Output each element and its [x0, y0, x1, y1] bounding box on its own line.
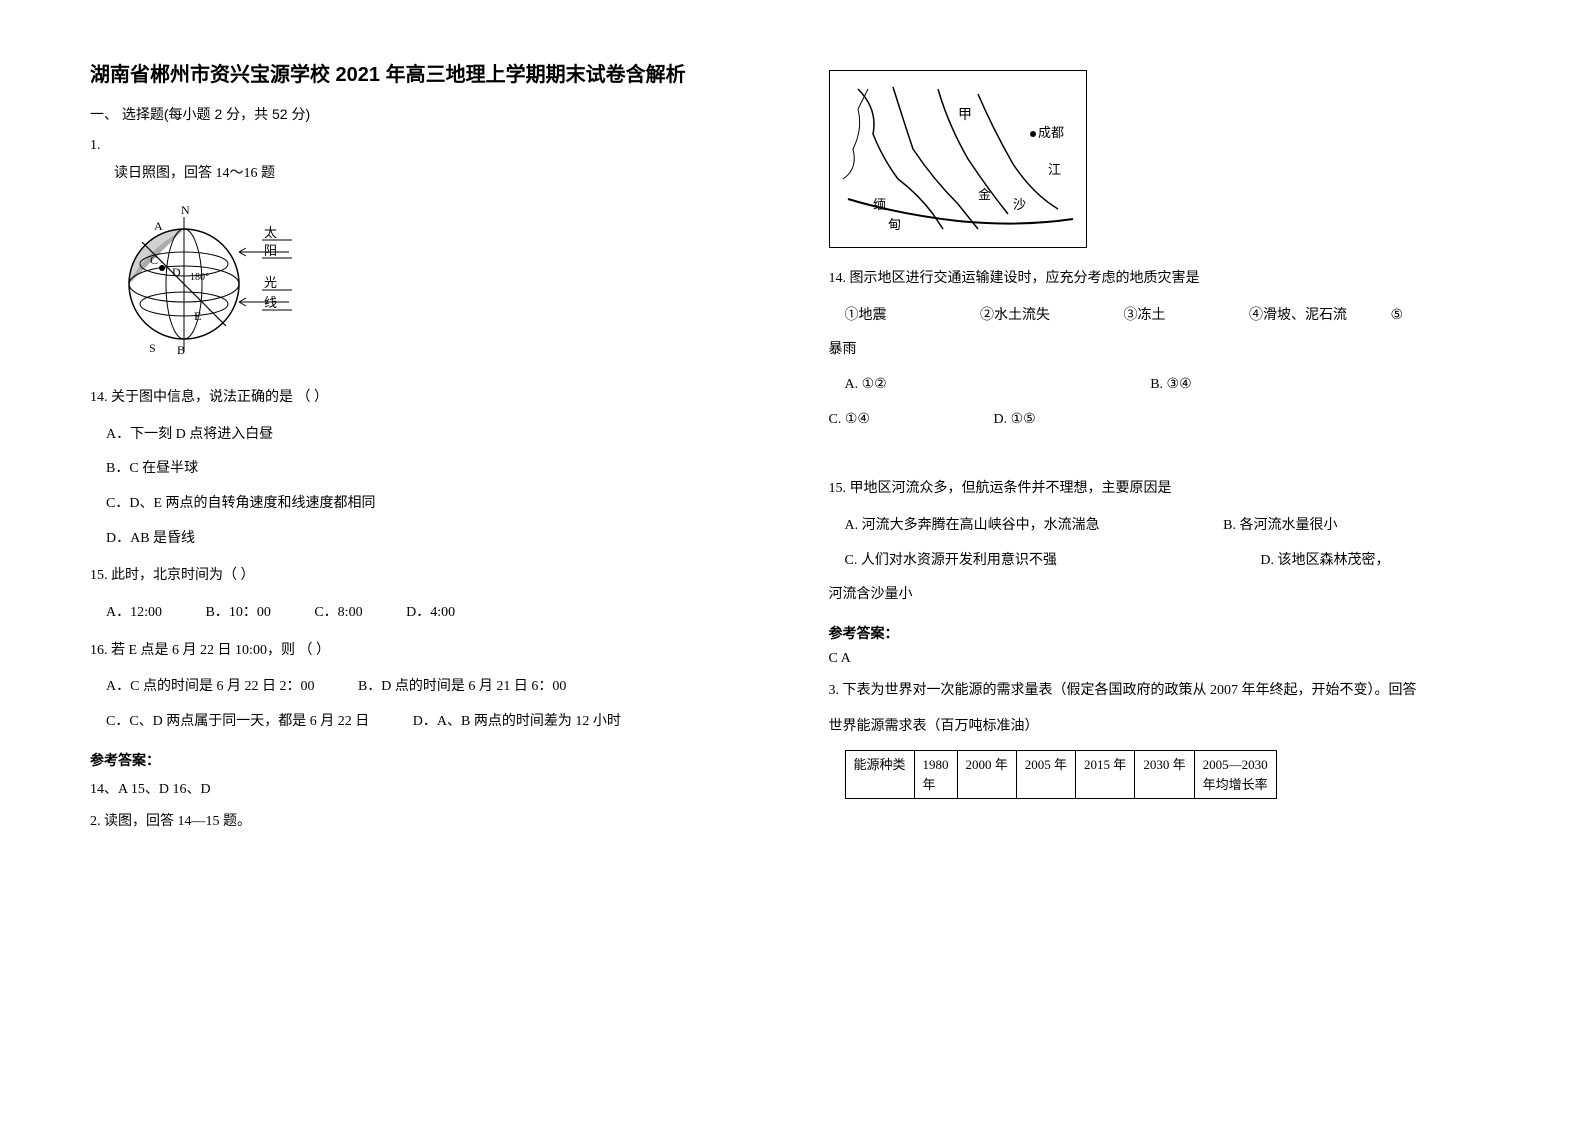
table-header-2005: 2005 年	[1016, 751, 1075, 799]
q2-14-opt-b: B. ③④	[1150, 372, 1191, 399]
globe-label-light1: 光	[264, 275, 277, 290]
q2-14-items: ①地震 ②水土流失 ③冻土 ④滑坡、泥石流 ⑤	[845, 303, 1508, 330]
map-figure: 甲 成都 江 金 沙 缅 甸	[829, 70, 1508, 253]
q2-answers: C A	[829, 651, 1508, 667]
table-header-1980: 1980 年	[914, 751, 957, 799]
q3-table-title: 世界能源需求表（百万吨标准油）	[829, 715, 1508, 739]
q2-14-item-3: ③冻土	[1124, 303, 1166, 330]
map-label-dian: 甸	[888, 217, 901, 232]
map-label-jin: 金	[978, 187, 991, 202]
globe-label-s: S	[149, 341, 156, 355]
q2-14-opts-row1: A. ①② B. ③④	[845, 372, 1508, 399]
globe-label-a: A	[154, 219, 163, 233]
q1-answers-heading: 参考答案：	[90, 750, 769, 770]
globe-figure: 太 阳 光 线 N A C D 180° E S B	[114, 192, 769, 372]
q2-14-item-1: ①地震	[845, 303, 887, 330]
q1-16-opt-d: D．A、B 两点的时间差为 12 小时	[413, 709, 621, 736]
q2-14-item-5-tail: 暴雨	[829, 337, 1508, 364]
globe-label-180: 180°	[190, 272, 209, 283]
q2-14-opt-d: D. ①⑤	[993, 407, 1035, 434]
q1-15-opt-a: A．12:00	[106, 600, 162, 627]
question-2-number: 2. 读图，回答 14—15 题。	[90, 810, 769, 834]
q1-16-opts-row1: A．C 点的时间是 6 月 22 日 2：00 B．D 点的时间是 6 月 21…	[106, 674, 769, 701]
question-1-instruction: 读日照图，回答 14～16 题	[114, 162, 769, 182]
map-label-chengdu: 成都	[1038, 125, 1064, 140]
exam-title: 湖南省郴州市资兴宝源学校 2021 年高三地理上学期期末试卷含解析	[90, 60, 769, 90]
q1-16-opts-row2: C．C、D 两点属于同一天，都是 6 月 22 日 D．A、B 两点的时间差为 …	[106, 709, 769, 736]
globe-label-b: B	[177, 343, 185, 357]
table-header-2000: 2000 年	[957, 751, 1016, 799]
q1-answers: 14、A 15、D 16、D	[90, 778, 769, 798]
q2-14-item-4: ④滑坡、泥石流	[1249, 303, 1347, 330]
globe-label-d: D	[172, 265, 181, 279]
q1-14-opt-b: B．C 在昼半球	[106, 456, 769, 483]
table-header-1980-b: 年	[923, 777, 936, 792]
q2-15-opt-d: D. 该地区森林茂密，	[1260, 548, 1389, 575]
table-header-2015: 2015 年	[1076, 751, 1135, 799]
globe-label-c: C	[150, 253, 158, 267]
globe-label-sun2: 阳	[264, 243, 277, 258]
table-row: 能源种类 1980 年 2000 年 2005 年 2015 年 2030 年 …	[845, 751, 1276, 799]
q2-14-opt-c: C. ①④	[829, 407, 870, 434]
q2-14-stem: 14. 图示地区进行交通运输建设时，应充分考虑的地质灾害是	[829, 267, 1508, 291]
q2-14-opt-a: A. ①②	[845, 372, 887, 399]
map-label-jiang: 江	[1048, 162, 1061, 177]
q2-14-item-5: ⑤	[1391, 308, 1404, 323]
globe-label-light2: 线	[264, 295, 277, 310]
q1-15-opt-c: C．8:00	[314, 600, 362, 627]
q1-16-opt-b: B．D 点的时间是 6 月 21 日 6：00	[358, 674, 566, 701]
globe-label-n: N	[181, 203, 190, 217]
q1-15-stem: 15. 此时，北京时间为（ ）	[90, 564, 769, 588]
q2-15-opt-c: C. 人们对水资源开发利用意识不强	[845, 548, 1057, 575]
table-header-rate: 2005—2030 年均增长率	[1194, 751, 1276, 799]
map-label-jia: 甲	[958, 108, 972, 123]
section-1-heading: 一、 选择题(每小题 2 分，共 52 分)	[90, 104, 769, 124]
q1-16-opt-a: A．C 点的时间是 6 月 22 日 2：00	[106, 674, 314, 701]
q2-15-opts-row2: C. 人们对水资源开发利用意识不强 D. 该地区森林茂密，	[845, 548, 1508, 575]
q3-stem: 3. 下表为世界对一次能源的需求量表（假定各国政府的政策从 2007 年年终起，…	[829, 679, 1508, 703]
q2-15-stem: 15. 甲地区河流众多，但航运条件并不理想，主要原因是	[829, 477, 1508, 501]
q2-answers-heading: 参考答案：	[829, 623, 1508, 643]
q1-14-opt-a: A．下一刻 D 点将进入白昼	[106, 422, 769, 449]
q1-14-opt-c: C．D、E 两点的自转角速度和线速度都相同	[106, 491, 769, 518]
q2-15-opt-b: B. 各河流水量很小	[1223, 513, 1337, 540]
q1-16-stem: 16. 若 E 点是 6 月 22 日 10:00，则 （ ）	[90, 639, 769, 663]
globe-label-sun1: 太	[264, 225, 277, 240]
table-header-rate-a: 2005—2030	[1203, 757, 1268, 772]
q2-15-opt-a: A. 河流大多奔腾在高山峡谷中，水流湍急	[845, 513, 1100, 540]
map-label-sha: 沙	[1013, 197, 1026, 212]
q1-16-opt-c: C．C、D 两点属于同一天，都是 6 月 22 日	[106, 709, 369, 736]
map-label-mian: 缅	[873, 197, 886, 212]
q2-15-opts-row1: A. 河流大多奔腾在高山峡谷中，水流湍急 B. 各河流水量很小	[845, 513, 1508, 540]
globe-label-e: E	[194, 309, 201, 323]
table-header-type: 能源种类	[845, 751, 914, 799]
table-header-2030: 2030 年	[1135, 751, 1194, 799]
q1-15-opt-d: D．4:00	[406, 600, 455, 627]
energy-table: 能源种类 1980 年 2000 年 2005 年 2015 年 2030 年 …	[845, 750, 1277, 799]
q2-14-opts-row2: C. ①④ D. ①⑤	[829, 407, 1508, 434]
q2-15-opt-d-tail: 河流含沙量小	[829, 582, 1508, 609]
q1-14-opt-d: D．AB 是昏线	[106, 526, 769, 553]
q1-15-opt-b: B．10：00	[206, 600, 271, 627]
q2-14-item-2: ②水土流失	[980, 303, 1050, 330]
table-header-1980-a: 1980	[923, 757, 949, 772]
table-header-rate-b: 年均增长率	[1203, 777, 1268, 792]
question-1-number: 1.	[90, 138, 769, 154]
q1-15-opts: A．12:00 B．10：00 C．8:00 D．4:00	[106, 600, 769, 627]
q1-14-stem: 14. 关于图中信息，说法正确的是 （ ）	[90, 386, 769, 410]
